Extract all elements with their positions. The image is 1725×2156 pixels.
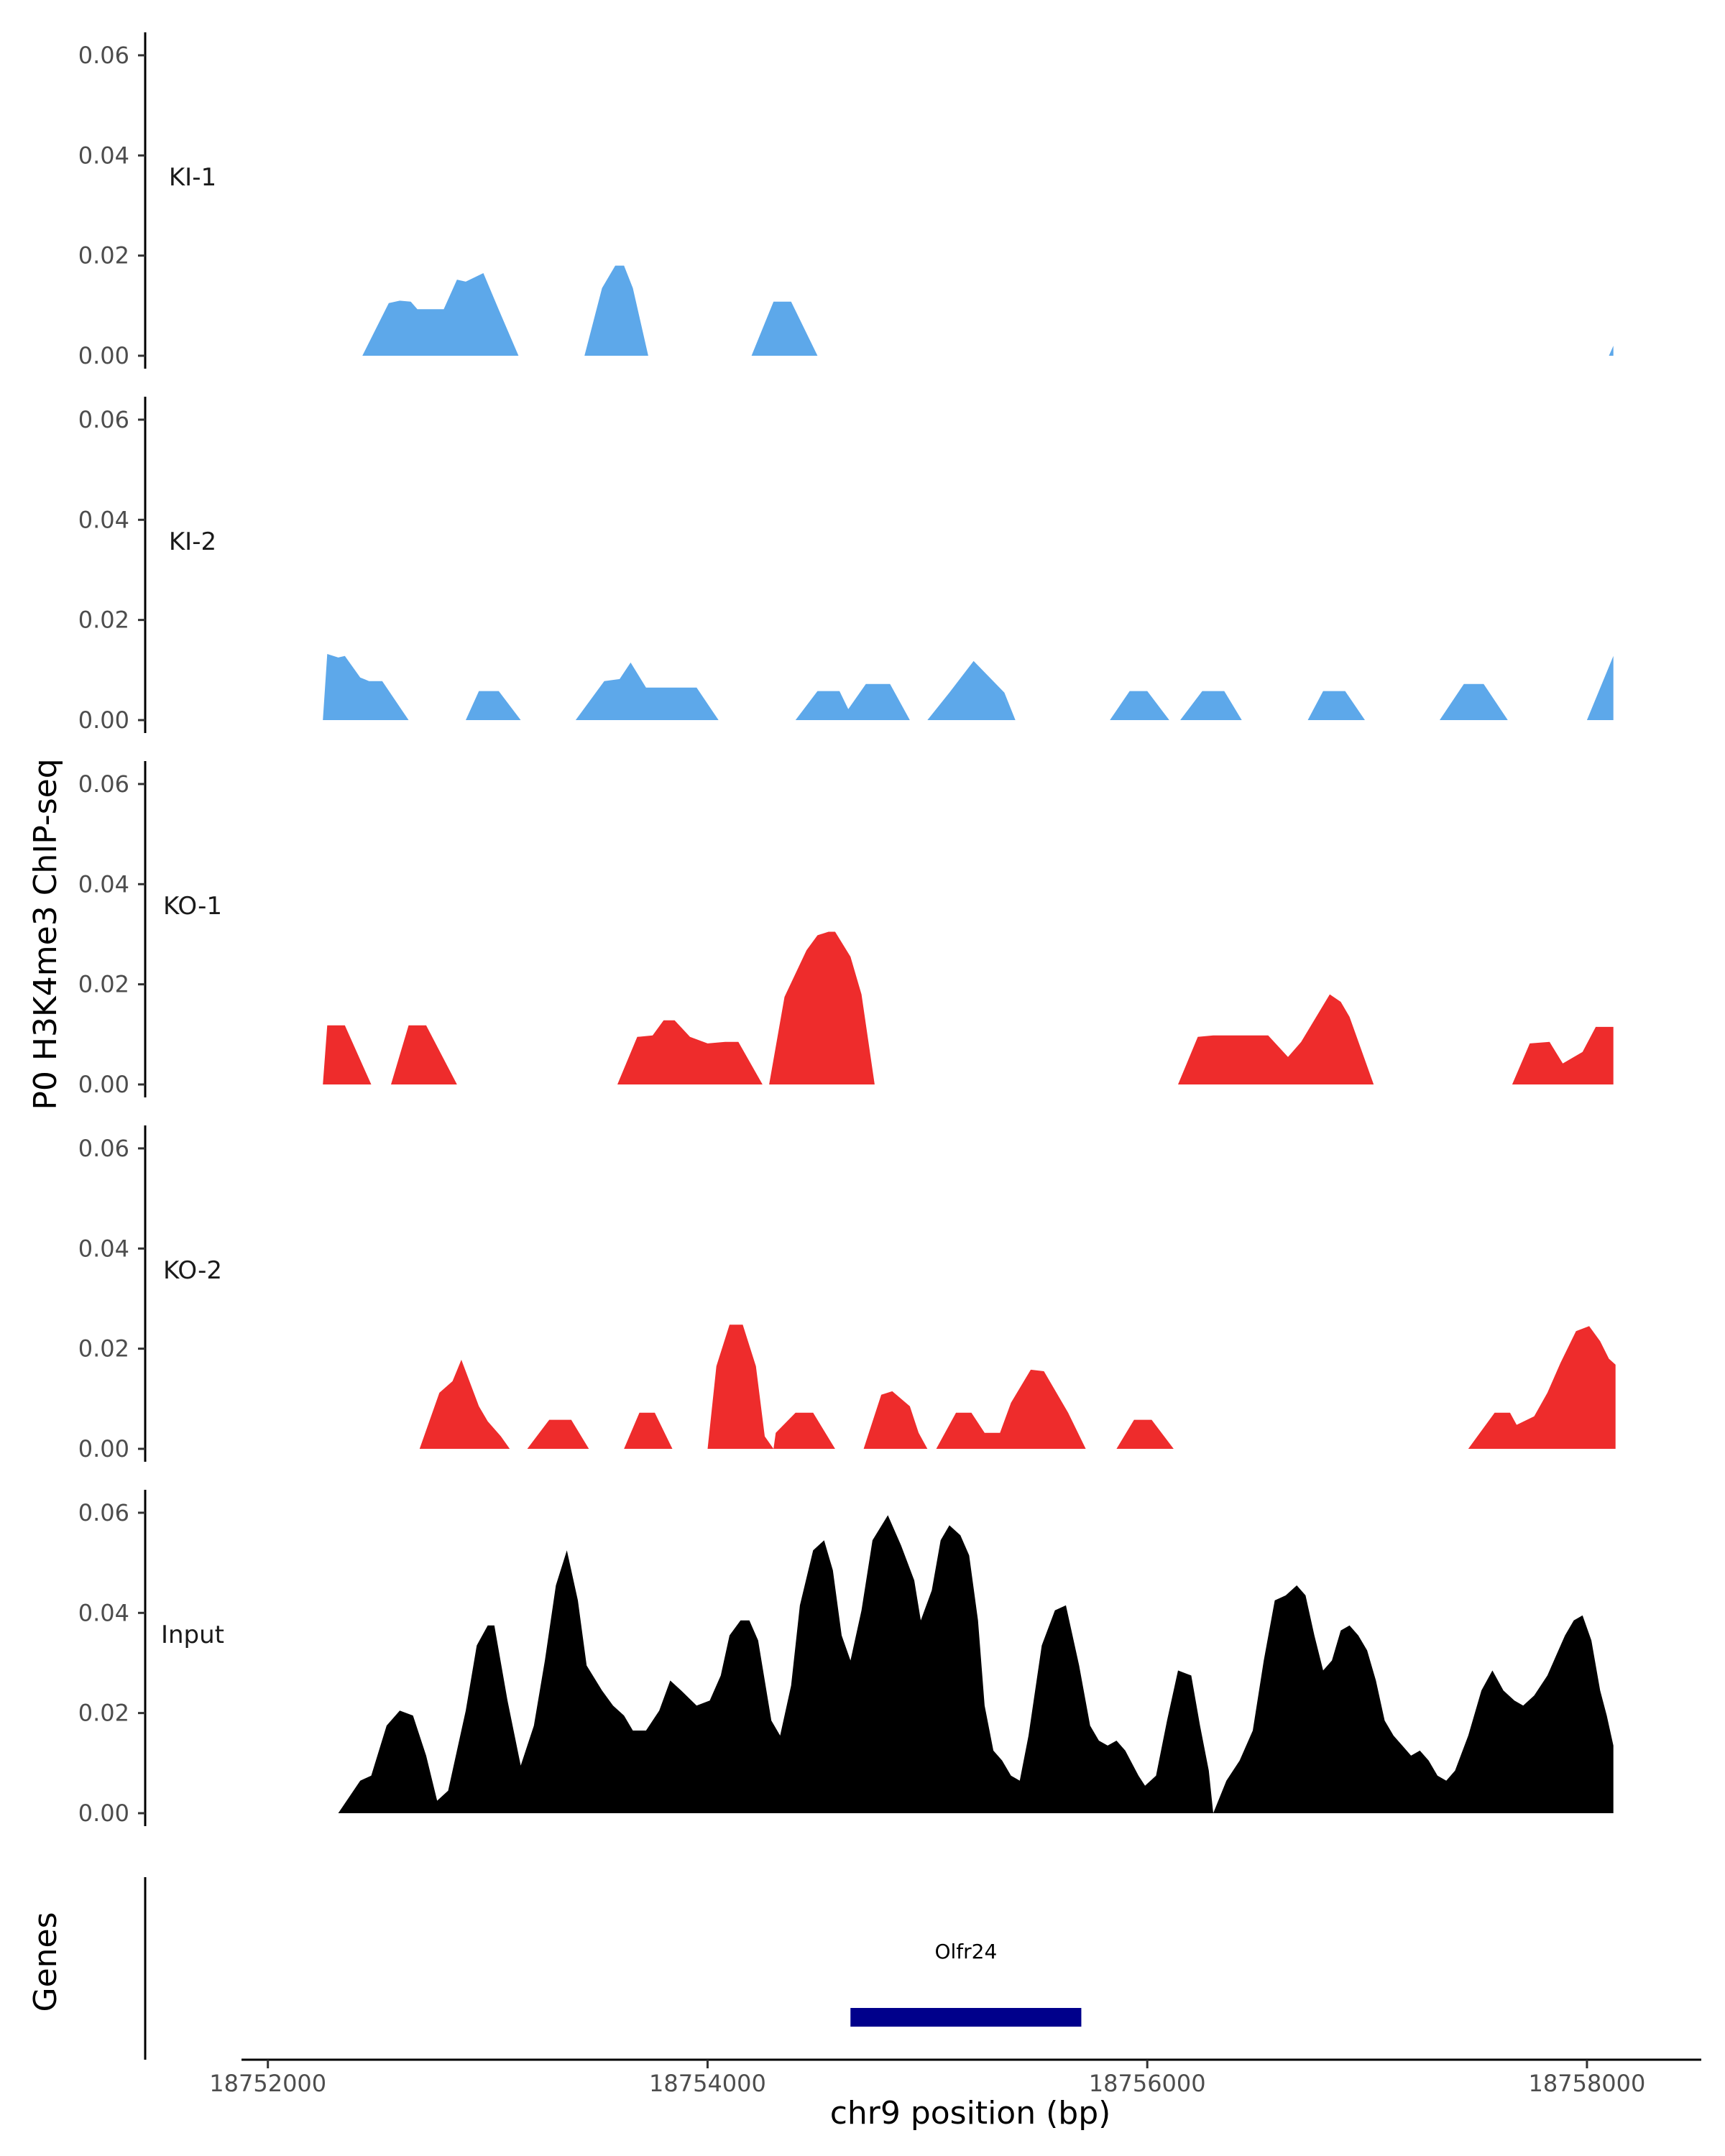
coverage-area-input [338, 1515, 1614, 1813]
y-tick-label-ko-2: 0.02 [78, 1335, 129, 1363]
track-label-ko-1: KO-1 [163, 892, 222, 921]
track-ki-2: 0.00 0.02 0.04 0.06 KI-2 [78, 397, 1614, 734]
gene-bar-olfr24 [850, 2008, 1082, 2027]
y-tick-label-ko-1: 0.04 [78, 870, 129, 898]
y-tick-label-ko-2: 0.06 [78, 1135, 129, 1162]
x-tick-label: 18754000 [649, 2070, 766, 2097]
y-tick-label-ki-1: 0.04 [78, 142, 129, 169]
y-tick-label-input: 0.02 [78, 1700, 129, 1727]
track-ki-1: 0.00 0.02 0.04 0.06 KI-1 [78, 32, 1614, 369]
x-tick-label: 18752000 [209, 2070, 326, 2097]
y-tick-label-ki-1: 0.06 [78, 42, 129, 69]
track-label-ki-1: KI-1 [169, 163, 216, 192]
y-tick-label-ko-2: 0.00 [78, 1435, 129, 1462]
coverage-area-ki-2 [323, 654, 1614, 720]
gene-label-olfr24: Olfr24 [934, 1940, 997, 1963]
x-axis-title: chr9 position (bp) [830, 2095, 1111, 2132]
x-axis: 18752000 18754000 18756000 18758000 [209, 2058, 1701, 2097]
coverage-area-ki-1 [362, 265, 1614, 356]
y-tick-label-input: 0.00 [78, 1800, 129, 1827]
y-tick-label-ko-2: 0.04 [78, 1235, 129, 1262]
track-input: 0.00 0.02 0.04 0.06 Input [78, 1490, 1614, 1827]
y-tick-label-ki-2: 0.00 [78, 706, 129, 734]
x-tick-label: 18758000 [1529, 2070, 1646, 2097]
track-label-input: Input [161, 1621, 224, 1649]
y-tick-label-ki-2: 0.06 [78, 406, 129, 433]
y-tick-label-ki-1: 0.02 [78, 242, 129, 270]
y-tick-label-ki-1: 0.00 [78, 342, 129, 369]
genes-layer: Olfr24 [144, 1877, 1082, 2060]
y-axis-title: P0 H3K4me3 ChIP-seq [27, 758, 64, 1110]
track-ko-2: 0.00 0.02 0.04 0.06 KO-2 [78, 1125, 1616, 1462]
genes-track-label: Genes [27, 1912, 64, 2012]
tracks-layer: 0.00 0.02 0.04 0.06 KI-1 0.00 0.02 0.04 0.06 KI-2… [78, 32, 1616, 1827]
y-tick-label-ki-2: 0.02 [78, 607, 129, 634]
y-tick-label-input: 0.06 [78, 1499, 129, 1526]
x-tick-label: 18756000 [1089, 2070, 1206, 2097]
track-label-ki-2: KI-2 [169, 528, 216, 556]
track-label-ko-2: KO-2 [163, 1256, 222, 1285]
track-ko-1: 0.00 0.02 0.04 0.06 KO-1 [78, 761, 1614, 1098]
y-tick-label-ko-1: 0.02 [78, 971, 129, 998]
y-tick-label-ki-2: 0.04 [78, 506, 129, 533]
y-tick-label-ko-1: 0.00 [78, 1071, 129, 1098]
coverage-area-ko-1 [323, 931, 1614, 1084]
y-tick-label-input: 0.04 [78, 1599, 129, 1626]
y-tick-label-ko-1: 0.06 [78, 770, 129, 798]
coverage-area-ko-2 [419, 1325, 1616, 1449]
